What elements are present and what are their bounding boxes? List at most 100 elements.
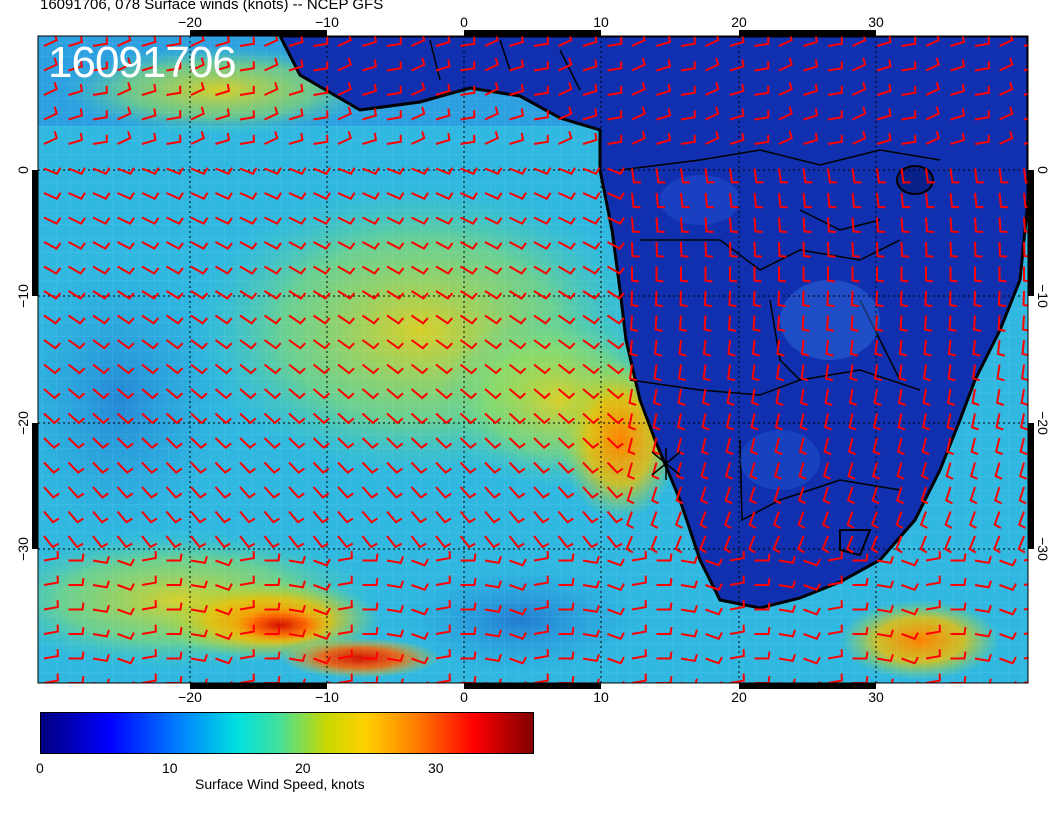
tick-label: 20 [731, 689, 747, 705]
wind-barb [215, 59, 231, 72]
wind-barb [723, 511, 732, 529]
wind-barb [925, 131, 940, 145]
wind-barb [67, 437, 85, 450]
wind-barb [190, 510, 207, 524]
wind-barb [116, 388, 135, 400]
wind-barb [460, 675, 477, 683]
wind-barb [264, 82, 279, 96]
wind-barb [509, 108, 525, 121]
wind-barb [557, 339, 576, 350]
wind-barb [166, 61, 182, 72]
colorbar [40, 712, 534, 754]
wind-barb [166, 553, 183, 562]
wind-barb [923, 315, 933, 332]
wind-barb [557, 510, 574, 524]
wind-barb [361, 265, 380, 275]
wind-barb [435, 575, 451, 586]
wind-barb [656, 108, 672, 121]
wind-barb [484, 388, 502, 400]
wind-barb [166, 110, 182, 121]
wind-barb [631, 551, 647, 562]
wind-barb [215, 558, 233, 567]
wind-barb [582, 167, 601, 175]
wind-barb [974, 629, 992, 638]
wind-barb [215, 656, 233, 665]
wind-barb [92, 265, 111, 275]
wind-barb [778, 192, 788, 209]
wind-barb [165, 510, 182, 524]
wind-barb [533, 110, 549, 121]
wind-barb [509, 132, 525, 145]
wind-barb [459, 314, 478, 325]
wind-barb [411, 82, 426, 96]
wind-barb [116, 535, 133, 549]
wind-barb [263, 363, 282, 375]
wind-barb [117, 216, 135, 225]
wind-barb [411, 632, 429, 641]
wind-barb [679, 290, 688, 308]
wind-barb [948, 290, 958, 308]
wind-barb [116, 363, 135, 375]
wind-barb [802, 192, 813, 209]
wind-barb [263, 265, 282, 275]
wind-barb [699, 486, 708, 505]
wind-barb [215, 132, 231, 145]
wind-barb [901, 61, 917, 72]
wind-barb [748, 535, 756, 554]
wind-barb [607, 192, 625, 200]
wind-barb [459, 461, 477, 474]
wind-barb [361, 510, 378, 524]
wind-barb [214, 535, 231, 549]
wind-barb [876, 108, 892, 121]
wind-barb [729, 624, 745, 635]
wind-barb [557, 412, 575, 425]
wind-barb [533, 363, 551, 375]
wind-barb [948, 315, 957, 332]
wind-barb [998, 266, 1007, 283]
wind-barb [557, 314, 576, 325]
wind-barb [680, 266, 689, 283]
wind-barb [43, 106, 58, 121]
wind-barb [852, 106, 867, 121]
wind-barb [67, 412, 85, 425]
wind-barb [411, 131, 426, 145]
wind-barb [778, 82, 793, 96]
wind-barb [484, 106, 499, 121]
wind-barb [141, 132, 157, 145]
wind-barb [582, 461, 599, 474]
wind-barb [411, 216, 429, 225]
wind-barb [264, 553, 281, 562]
wind-barb [312, 461, 330, 474]
wind-barb [362, 577, 379, 586]
wind-barb [680, 168, 690, 184]
wind-barb [557, 265, 576, 275]
wind-barb [925, 673, 941, 683]
wind-barb [675, 486, 684, 505]
wind-barb [410, 388, 429, 400]
wind-barb [729, 551, 745, 562]
wind-barb [264, 241, 282, 250]
wind-barb [852, 131, 867, 145]
wind-barb [802, 266, 811, 283]
wind-barb [533, 649, 549, 660]
wind-barb [897, 388, 907, 406]
wind-barb [386, 192, 405, 200]
wind-barb [874, 339, 883, 357]
wind-barb [312, 437, 330, 450]
wind-barb [606, 265, 625, 275]
wind-barb [897, 413, 906, 431]
wind-barb [533, 510, 550, 524]
wind-barb [288, 486, 305, 499]
wind-barb [312, 314, 331, 325]
wind-barb [116, 412, 134, 425]
wind-barb [410, 535, 427, 549]
wind-barb [386, 555, 404, 565]
wind-barb [850, 315, 859, 332]
wind-barb [386, 216, 405, 225]
wind-barb [166, 167, 184, 175]
wind-barb [509, 83, 525, 96]
wind-barb [749, 437, 758, 456]
wind-barb [362, 167, 380, 175]
wind-barb [141, 108, 157, 121]
